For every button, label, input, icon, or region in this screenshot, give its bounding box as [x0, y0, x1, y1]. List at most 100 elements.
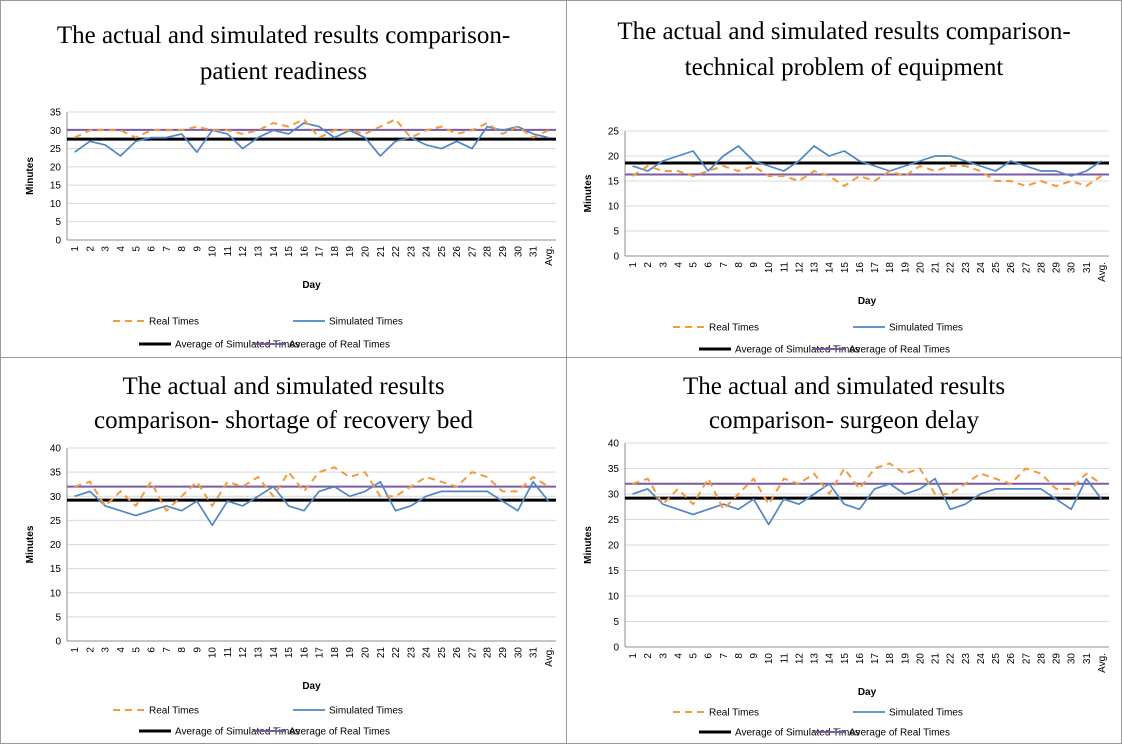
x-tick-label: Avg. [1097, 262, 1108, 282]
real-times-line [74, 466, 549, 512]
x-tick-label: 17 [315, 246, 326, 258]
legend-label: Average of Simulated Times [735, 728, 860, 739]
y-tick-label: 25 [50, 144, 62, 155]
x-tick-label: 15 [284, 246, 295, 258]
x-tick-label: 30 [1067, 262, 1078, 274]
simulated-times-line [632, 477, 1103, 526]
x-tick-label: 12 [238, 246, 249, 258]
x-tick-label: 6 [147, 246, 158, 252]
x-tick-label: 9 [192, 647, 203, 653]
x-tick-label: 26 [1006, 262, 1017, 274]
x-tick-label: 20 [915, 653, 926, 665]
chart-title-line-1: The actual and simulated results compari… [56, 22, 511, 49]
x-tick-label: 9 [749, 653, 760, 659]
x-tick-label: 1 [70, 246, 81, 252]
x-tick-label: 2 [643, 262, 654, 268]
x-tick-label: 25 [991, 262, 1002, 274]
x-tick-label: 14 [269, 246, 280, 258]
x-tick-label: 13 [254, 246, 265, 258]
y-tick-label: 10 [50, 199, 62, 210]
chart-title-line-2: comparison- shortage of recovery bed [93, 407, 474, 434]
x-tick-label: 19 [345, 647, 356, 659]
x-tick-label: 22 [391, 647, 402, 659]
x-tick-label: 3 [658, 653, 669, 659]
x-tick-label: 11 [779, 653, 790, 664]
x-tick-label: 27 [467, 246, 478, 258]
x-tick-label: 2 [85, 246, 96, 252]
x-tick-label: 24 [422, 246, 433, 258]
x-tick-label: 24 [422, 647, 433, 659]
x-tick-label: 1 [628, 653, 639, 659]
x-tick-label: 29 [1052, 262, 1063, 274]
legend-label: Real Times [149, 706, 199, 717]
chart-panel-surgeon-delay: The actual and simulated results compari… [566, 357, 1122, 744]
y-tick-label: 10 [608, 202, 620, 213]
x-tick-label: 22 [946, 262, 957, 274]
chart-title-line-1: The actual and simulated results compari… [617, 18, 1071, 45]
y-tick-label: 15 [50, 564, 62, 575]
x-tick-label: 25 [991, 653, 1002, 665]
y-tick-label: 0 [55, 637, 61, 648]
x-tick-label: 3 [658, 262, 669, 268]
x-tick-label: 19 [900, 653, 911, 665]
x-tick-label: 18 [330, 246, 341, 258]
x-tick-label: 27 [1021, 262, 1032, 274]
legend-label: Average of Simulated Times [735, 345, 860, 356]
y-axis-label: Minutes [25, 157, 36, 195]
x-tick-label: 24 [976, 653, 987, 665]
legend-label: Simulated Times [329, 706, 403, 717]
x-tick-label: 5 [131, 647, 142, 653]
legend-label: Simulated Times [889, 323, 963, 334]
x-tick-label: 21 [931, 653, 942, 665]
x-tick-label: 21 [376, 647, 387, 659]
x-tick-label: 6 [147, 647, 158, 653]
x-tick-label: 20 [360, 246, 371, 258]
y-tick-label: 15 [50, 181, 62, 192]
chart-title-line-2: patient readiness [199, 58, 368, 85]
x-axis-label: Day [302, 681, 321, 692]
x-tick-label: 25 [437, 246, 448, 258]
y-tick-label: 10 [50, 588, 62, 599]
simulated-times-line [74, 122, 549, 157]
y-tick-label: 0 [55, 236, 61, 247]
y-tick-label: 5 [55, 612, 61, 623]
x-tick-label: 27 [467, 647, 478, 659]
x-tick-label: 13 [254, 647, 265, 659]
x-tick-label: 18 [330, 647, 341, 659]
x-tick-label: 11 [223, 647, 234, 658]
x-tick-label: 14 [825, 262, 836, 274]
x-tick-label: Avg. [1097, 653, 1108, 673]
x-tick-label: 13 [810, 262, 821, 274]
x-tick-label: 27 [1021, 653, 1032, 665]
legend-label: Simulated Times [889, 708, 963, 719]
x-tick-label: 28 [1036, 653, 1047, 665]
legend-label: Average of Simulated Times [175, 727, 300, 738]
y-tick-label: 0 [613, 252, 619, 263]
x-tick-label: 9 [192, 246, 203, 252]
x-tick-label: 8 [177, 647, 188, 653]
x-tick-label: 19 [900, 262, 911, 274]
chart-title-line-2: technical problem of equipment [684, 54, 1004, 81]
x-tick-label: 9 [749, 262, 760, 268]
x-tick-label: 31 [1082, 262, 1093, 274]
x-tick-label: 20 [915, 262, 926, 274]
x-tick-label: 18 [885, 262, 896, 274]
x-tick-label: 7 [162, 246, 173, 252]
x-tick-label: 8 [734, 653, 745, 659]
y-tick-label: 40 [50, 444, 62, 455]
x-tick-label: Avg. [544, 246, 555, 266]
x-tick-label: 28 [483, 647, 494, 659]
legend-label: Average of Real Times [289, 727, 390, 738]
x-tick-label: 23 [406, 246, 417, 258]
x-tick-label: 16 [299, 647, 310, 659]
y-tick-label: 30 [50, 492, 62, 503]
x-tick-label: 21 [376, 246, 387, 258]
x-tick-label: 23 [406, 647, 417, 659]
x-tick-label: 18 [885, 653, 896, 665]
legend-label: Real Times [149, 317, 199, 328]
x-tick-label: 4 [116, 246, 127, 252]
y-tick-label: 0 [613, 643, 619, 654]
real-times-line [632, 462, 1102, 511]
